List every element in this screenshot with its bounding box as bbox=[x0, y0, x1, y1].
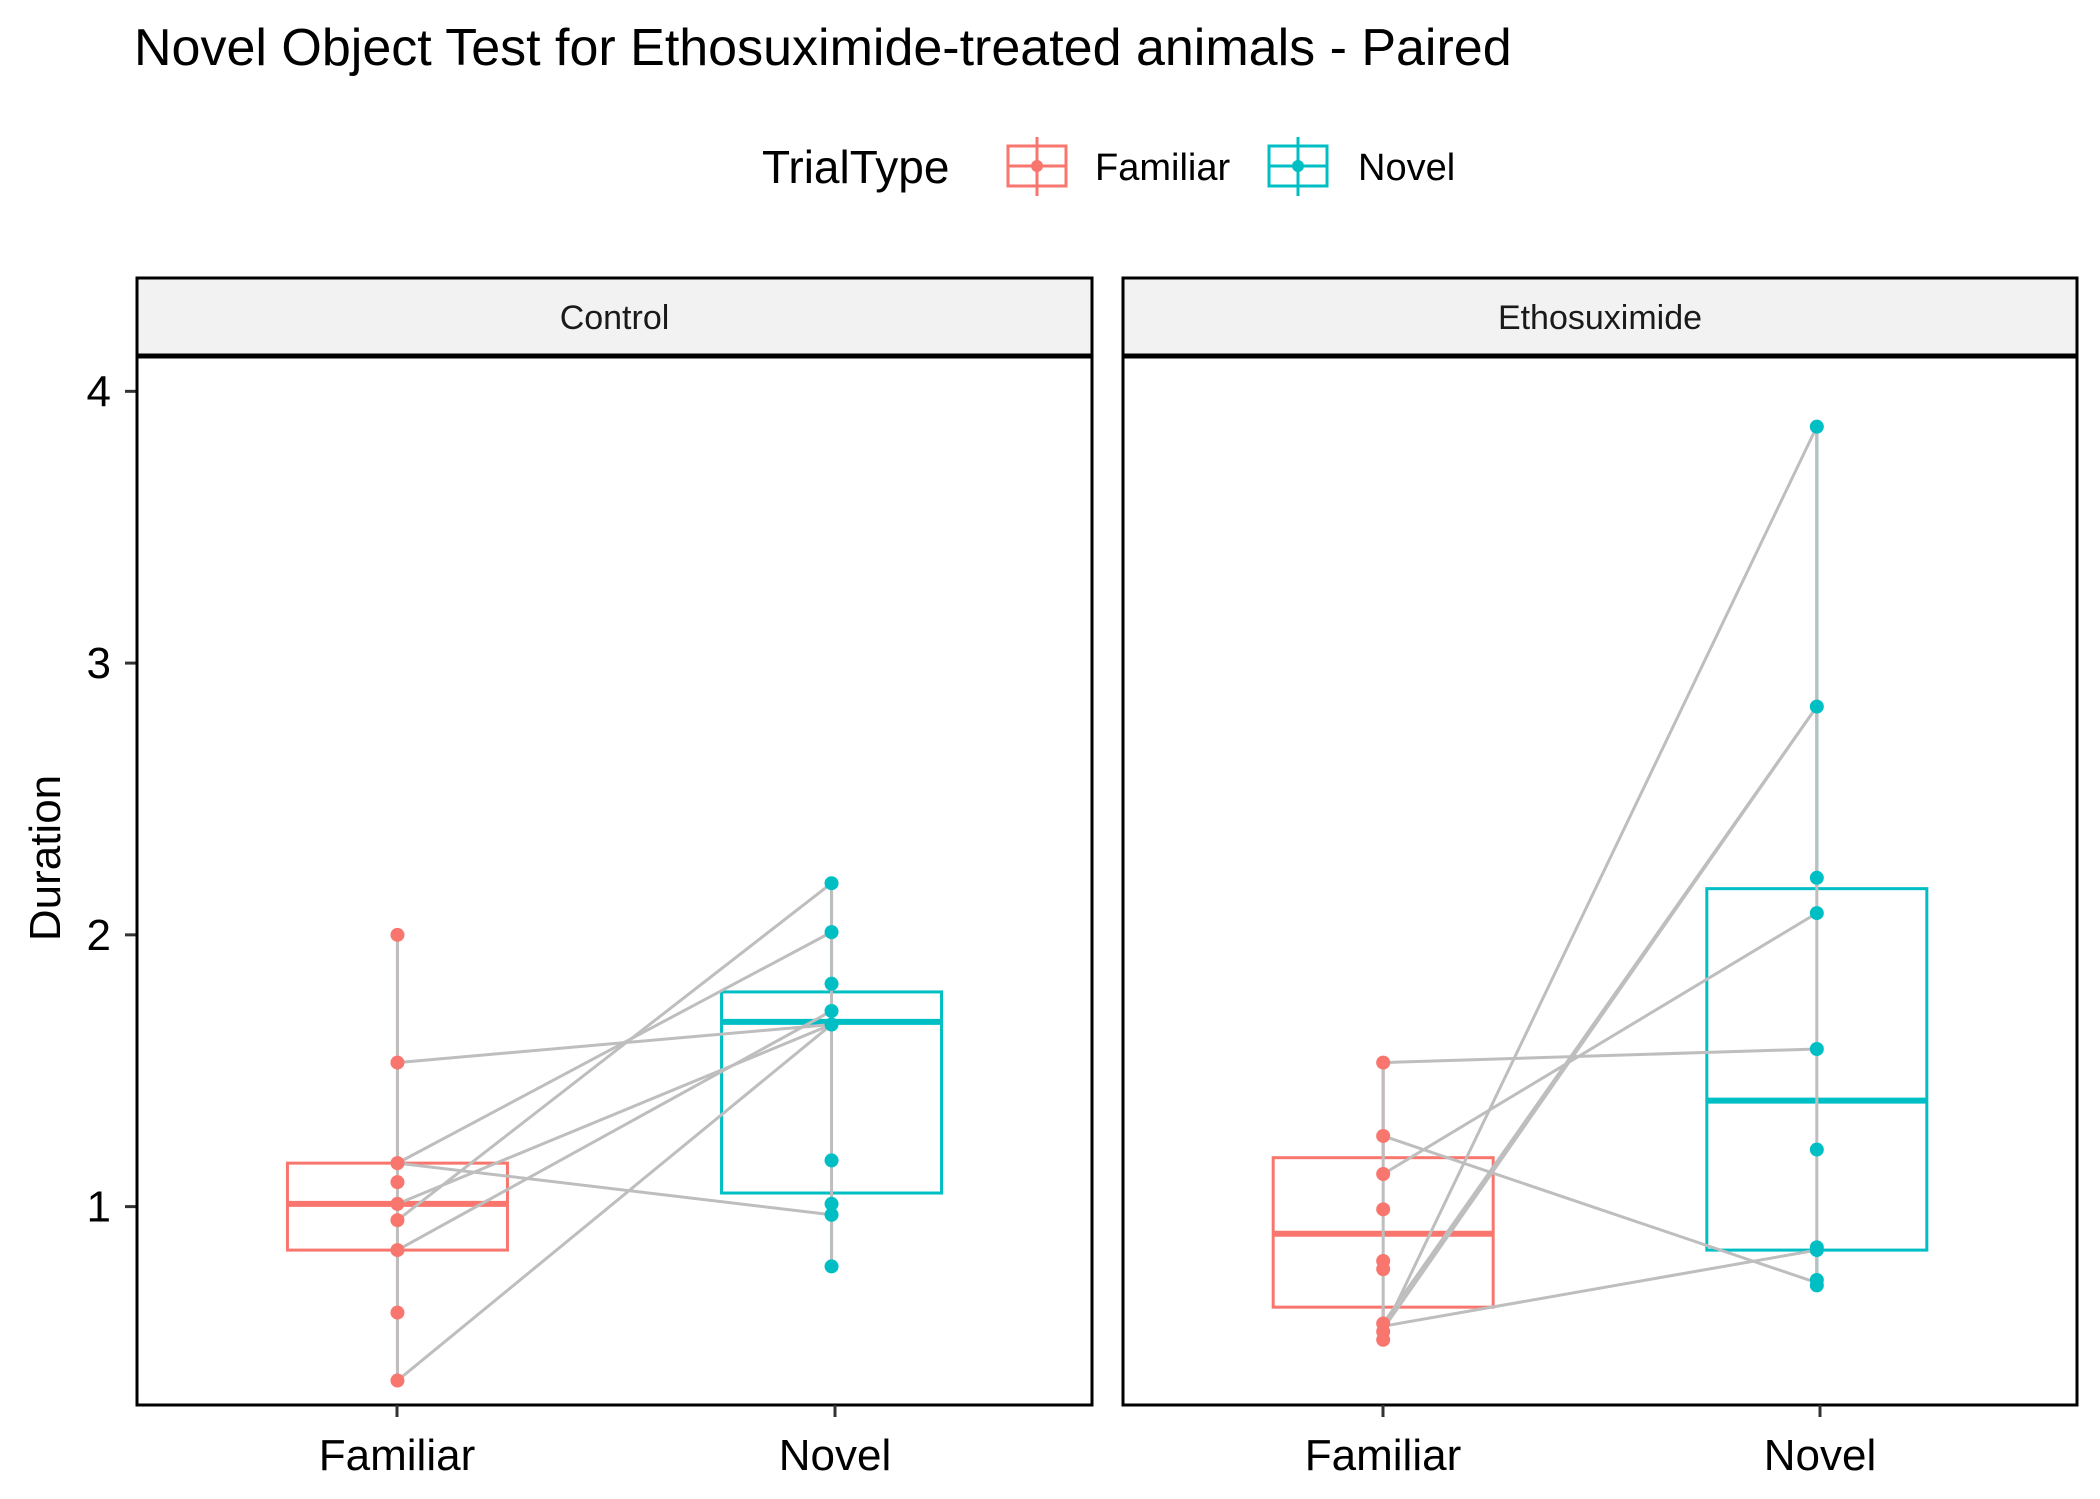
x-tick-label-familiar: Familiar bbox=[319, 1431, 475, 1480]
chart-title: Novel Object Test for Ethosuximide-treat… bbox=[134, 19, 1512, 77]
data-point-novel bbox=[1809, 906, 1824, 921]
data-point-familiar bbox=[1376, 1128, 1391, 1143]
data-point-novel bbox=[824, 1207, 839, 1222]
y-tick-label: 2 bbox=[87, 911, 111, 960]
pair-line bbox=[396, 930, 833, 1165]
y-tick-label: 3 bbox=[87, 639, 111, 688]
pair-line bbox=[396, 1009, 833, 1252]
x-tick-label-novel: Novel bbox=[779, 1431, 892, 1480]
data-point-familiar bbox=[390, 1305, 405, 1320]
data-point-novel bbox=[1809, 699, 1824, 714]
data-point-familiar bbox=[1376, 1055, 1391, 1070]
data-point-familiar bbox=[390, 927, 405, 942]
data-point-familiar bbox=[1376, 1332, 1391, 1347]
data-point-familiar bbox=[1376, 1202, 1391, 1217]
pair-line bbox=[1382, 1248, 1818, 1328]
panel-border-ethosuximide bbox=[1121, 354, 2079, 1407]
y-axis: 1 2 3 4 bbox=[87, 367, 137, 1232]
data-point-novel bbox=[1809, 1278, 1824, 1293]
legend-label-familiar: Familiar bbox=[1095, 147, 1230, 189]
pair-line bbox=[1382, 911, 1818, 1176]
data-point-familiar bbox=[390, 1243, 405, 1258]
legend: TrialType Familiar Novel bbox=[762, 137, 1455, 196]
y-tick-label: 1 bbox=[87, 1183, 111, 1232]
data-point-novel bbox=[824, 1259, 839, 1274]
data-point-novel bbox=[1809, 1243, 1824, 1258]
strip-control bbox=[135, 276, 1094, 358]
x-axis-control: Familiar Novel bbox=[319, 1405, 891, 1480]
data-point-novel bbox=[824, 1196, 839, 1211]
data-point-familiar bbox=[1376, 1167, 1391, 1182]
data-point-novel bbox=[824, 1017, 839, 1032]
legend-title: TrialType bbox=[762, 141, 949, 193]
pair-line bbox=[1381, 705, 1819, 1330]
data-point-novel bbox=[1809, 1142, 1824, 1157]
x-axis-ethosuximide: Familiar Novel bbox=[1305, 1405, 1876, 1480]
pair-line bbox=[396, 1023, 833, 1206]
x-tick-label-novel: Novel bbox=[1764, 1431, 1877, 1480]
y-tick-label: 4 bbox=[87, 367, 111, 416]
data-point-familiar bbox=[390, 1175, 405, 1190]
pair-line bbox=[1383, 1047, 1817, 1065]
pair-line bbox=[397, 1023, 832, 1065]
panel-control: Control Familiar Novel bbox=[135, 276, 1094, 1480]
data-point-novel bbox=[824, 925, 839, 940]
plot-area-ethosuximide bbox=[1271, 419, 1929, 1347]
data-point-familiar bbox=[390, 1373, 405, 1388]
data-point-novel bbox=[1809, 419, 1824, 434]
pair-line bbox=[1381, 426, 1819, 1333]
data-point-familiar bbox=[390, 1213, 405, 1228]
data-point-novel bbox=[1809, 1041, 1824, 1056]
x-tick-label-familiar: Familiar bbox=[1305, 1431, 1461, 1480]
panel-ethosuximide: Ethosuximide Familiar Novel bbox=[1121, 276, 2079, 1480]
data-point-familiar bbox=[1376, 1262, 1391, 1277]
y-axis-title: Duration bbox=[21, 775, 70, 941]
pair-line bbox=[1382, 1134, 1818, 1285]
legend-label-novel: Novel bbox=[1358, 147, 1455, 189]
strip-ethosuximide bbox=[1121, 276, 2079, 358]
data-point-familiar bbox=[390, 1196, 405, 1211]
data-point-novel bbox=[824, 1003, 839, 1018]
panel-border-control bbox=[135, 354, 1094, 1407]
data-point-familiar bbox=[390, 1156, 405, 1171]
pair-line bbox=[396, 1023, 833, 1382]
strip-label-control: Control bbox=[560, 299, 670, 337]
legend-key-familiar bbox=[1006, 137, 1068, 196]
plot-area-control bbox=[285, 876, 944, 1388]
legend-key-novel bbox=[1267, 137, 1329, 196]
data-point-novel bbox=[824, 976, 839, 991]
pair-line bbox=[397, 1161, 832, 1217]
data-point-novel bbox=[1809, 870, 1824, 885]
data-point-novel bbox=[824, 876, 839, 891]
pair-line bbox=[396, 882, 833, 1222]
data-point-novel bbox=[824, 1153, 839, 1168]
strip-label-ethosuximide: Ethosuximide bbox=[1498, 299, 1702, 337]
data-point-familiar bbox=[390, 1055, 405, 1070]
